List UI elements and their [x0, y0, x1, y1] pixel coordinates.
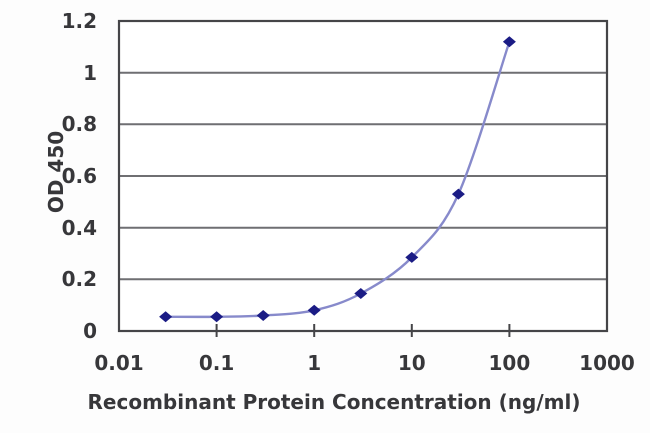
x-tick-label: 0.1: [198, 351, 235, 375]
data-point-marker: [502, 36, 516, 48]
y-tick-label: 0: [83, 319, 97, 343]
y-tick-label: 0.6: [61, 164, 97, 188]
x-tick-label: 100: [488, 351, 531, 375]
x-axis-title: Recombinant Protein Concentration (ng/ml…: [87, 390, 581, 414]
data-series-line: [164, 40, 511, 319]
y-tick-label: 0.2: [61, 267, 97, 292]
y-tick-label: 0.4: [61, 215, 97, 240]
y-tick-label: 1.2: [61, 9, 97, 33]
data-point-marker: [210, 311, 224, 323]
data-point-marker: [354, 288, 368, 299]
x-tick-label: 1: [307, 351, 322, 375]
data-point-marker: [307, 304, 321, 316]
y-tick-label: 0.8: [61, 112, 97, 137]
x-tick-label: 1000: [579, 351, 635, 375]
y-tick-label: 1: [83, 60, 97, 85]
x-tick-label: 0.01: [94, 351, 144, 375]
data-point-marker: [256, 310, 270, 321]
plot-border: [117, 19, 609, 333]
data-point-marker: [405, 251, 419, 263]
x-tick-label: 10: [397, 351, 426, 375]
y-axis-title: OD 450: [44, 130, 68, 214]
data-point-marker: [159, 311, 173, 323]
data-point-marker: [451, 188, 465, 200]
